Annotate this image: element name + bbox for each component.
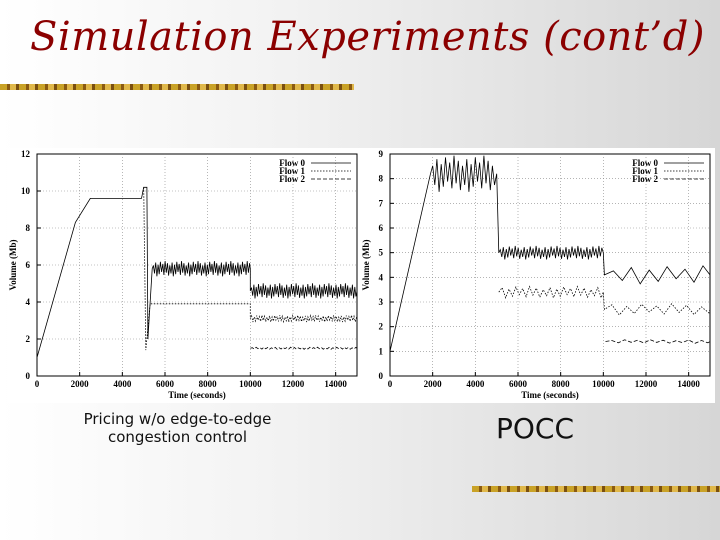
x-tick-label: 12000 <box>282 379 305 389</box>
y-tick-label: 4 <box>379 272 384 282</box>
x-axis-label: Time (seconds) <box>521 390 579 400</box>
x-tick-label: 6000 <box>156 379 175 389</box>
series-line-flow-2 <box>605 339 710 344</box>
legend-label: Flow 2 <box>632 174 658 184</box>
x-tick-label: 0 <box>35 379 40 389</box>
series-line-flow-1 <box>498 285 710 316</box>
caption-pricing: Pricing w/o edge-to-edge congestion cont… <box>83 410 272 446</box>
y-tick-label: 7 <box>379 198 384 208</box>
x-tick-label: 8000 <box>552 379 571 389</box>
x-tick-label: 8000 <box>199 379 218 389</box>
slide-title: Simulation Experiments (cont’d) <box>30 14 705 60</box>
y-tick-label: 8 <box>379 174 384 184</box>
legend-label: Flow 1 <box>632 166 658 176</box>
series-line-flow-0 <box>37 186 357 358</box>
y-tick-label: 10 <box>21 186 31 196</box>
y-tick-label: 2 <box>379 322 384 332</box>
series-line-flow-0 <box>390 155 710 352</box>
x-axis-label: Time (seconds) <box>168 390 226 400</box>
x-tick-label: 10000 <box>239 379 262 389</box>
series-line-flow-2 <box>250 346 357 350</box>
y-tick-label: 2 <box>26 334 31 344</box>
x-tick-label: 2000 <box>424 379 443 389</box>
legend-label: Flow 0 <box>632 158 658 168</box>
legend-label: Flow 1 <box>279 166 305 176</box>
x-tick-label: 6000 <box>509 379 528 389</box>
x-tick-label: 2000 <box>71 379 90 389</box>
chart-pricing-svg: 0 2000 4000 6000 8000 10000 12000 14000 0 2 4 6 8 10 1… <box>8 149 358 400</box>
x-tick-label: 10000 <box>592 379 615 389</box>
y-tick-label: 1 <box>379 346 384 356</box>
legend-label: Flow 2 <box>279 174 305 184</box>
y-tick-label: 4 <box>26 297 31 307</box>
y-tick-label: 5 <box>379 248 384 258</box>
y-tick-label: 0 <box>379 371 384 381</box>
y-tick-label: 6 <box>379 223 384 233</box>
y-tick-label: 8 <box>26 223 31 233</box>
title-divider <box>0 84 354 90</box>
x-tick-label: 0 <box>388 379 393 389</box>
y-tick-label: 9 <box>379 149 384 159</box>
y-axis-label: Volume (Mb) <box>361 240 371 291</box>
footer-divider <box>472 486 720 492</box>
x-tick-label: 4000 <box>466 379 485 389</box>
y-tick-label: 0 <box>26 371 31 381</box>
caption-pocc: POCC <box>495 412 575 445</box>
legend-label: Flow 0 <box>279 158 305 168</box>
y-tick-label: 6 <box>26 260 31 270</box>
y-axis-label: Volume (Mb) <box>8 240 18 291</box>
y-tick-label: 12 <box>21 149 31 159</box>
x-tick-label: 14000 <box>677 379 700 389</box>
x-tick-label: 14000 <box>324 379 347 389</box>
x-tick-label: 4000 <box>113 379 132 389</box>
chart-pricing: 0 2000 4000 6000 8000 10000 12000 14000 0 2 4 6 8 10 1… <box>7 148 362 403</box>
chart-pocc-svg: 0 2000 4000 6000 8000 10000 12000 14000 0 1 2 3 4 5 6 7… <box>361 149 711 400</box>
chart-pocc: 0 2000 4000 6000 8000 10000 12000 14000 0 1 2 3 4 5 6 7… <box>360 148 715 403</box>
plot-frame <box>389 153 711 377</box>
y-tick-label: 3 <box>379 297 384 307</box>
x-tick-label: 12000 <box>635 379 658 389</box>
